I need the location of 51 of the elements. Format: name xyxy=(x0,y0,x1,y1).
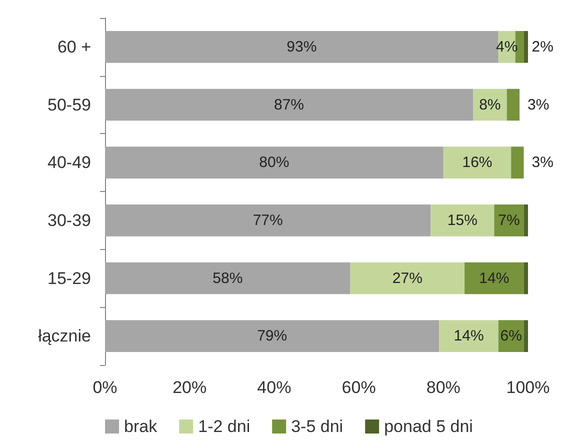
data-label: 14% xyxy=(479,270,510,287)
bar xyxy=(524,31,528,63)
x-tick-label: 80% xyxy=(426,378,460,397)
data-label: 4% xyxy=(496,38,518,56)
x-tick-label: 20% xyxy=(172,378,207,397)
bar xyxy=(524,204,528,236)
data-label: 7% xyxy=(498,212,520,229)
bar xyxy=(511,146,524,178)
y-tick-label: łącznie xyxy=(38,326,91,346)
data-label: 77% xyxy=(252,212,283,229)
data-label: 2% xyxy=(532,38,554,56)
y-tick-label: 60 + xyxy=(57,37,92,56)
y-tick-label: 40-49 xyxy=(48,153,91,172)
bar xyxy=(506,88,520,121)
data-label: 16% xyxy=(462,154,492,172)
legend-label: brak xyxy=(124,417,158,436)
x-tick-label: 100% xyxy=(506,378,550,397)
bar xyxy=(443,146,512,178)
data-label: 15% xyxy=(447,212,478,229)
data-label: 14% xyxy=(454,328,484,345)
bar xyxy=(350,262,465,294)
bar xyxy=(524,262,528,294)
data-label: 79% xyxy=(257,328,288,345)
data-label: 93% xyxy=(286,38,317,56)
bar xyxy=(105,88,474,121)
legend-label: ponad 5 dni xyxy=(384,417,473,436)
x-tick-label: 60% xyxy=(342,378,376,397)
data-label: 27% xyxy=(392,270,422,287)
y-tick-label: 50-59 xyxy=(48,95,91,114)
bar xyxy=(464,262,524,294)
data-label: 3% xyxy=(528,96,550,114)
bar xyxy=(439,320,498,352)
data-label: 3% xyxy=(532,154,554,172)
bar xyxy=(430,204,494,236)
data-label: 80% xyxy=(259,154,290,172)
bar xyxy=(494,204,524,236)
y-tick-label: 15-29 xyxy=(48,268,91,288)
bar xyxy=(105,262,350,294)
bar xyxy=(105,320,440,352)
bar xyxy=(105,204,431,236)
bar xyxy=(105,146,444,178)
bar xyxy=(524,320,528,352)
data-label: 58% xyxy=(212,270,243,287)
y-tick-label: 30-39 xyxy=(48,210,91,230)
x-tick-label: 0% xyxy=(92,378,118,397)
legend-label: 3-5 dni xyxy=(291,417,344,436)
data-label: 87% xyxy=(274,96,304,114)
x-tick-label: 40% xyxy=(257,378,292,397)
data-label: 6% xyxy=(500,328,522,345)
legend-label: 1-2 dni xyxy=(198,417,250,436)
data-label: 8% xyxy=(479,96,501,114)
